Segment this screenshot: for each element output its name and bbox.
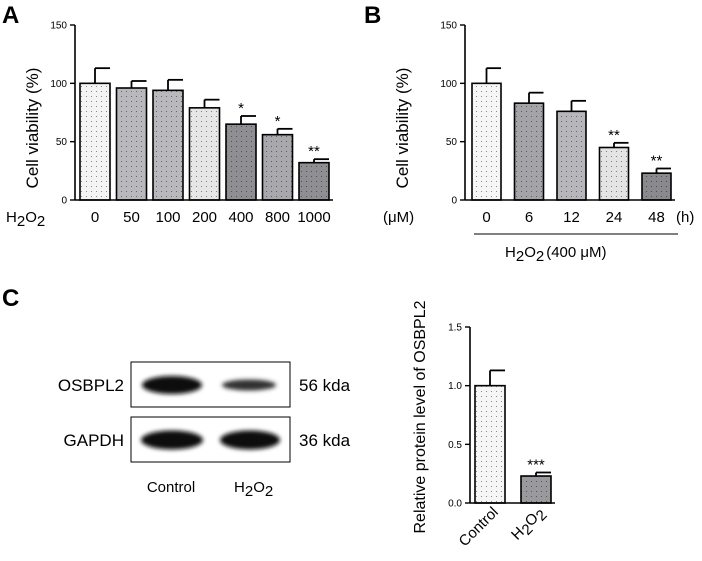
chart-c-ytick-label: 1.5	[448, 323, 462, 334]
chart-a-bar-texture	[153, 90, 183, 200]
chart-b-category-label: 12	[563, 209, 580, 226]
chart-a-xunit: (μM)	[383, 209, 414, 226]
blot-size-osbpl2: 56 kda	[299, 376, 351, 395]
chart-b-significance: **	[608, 127, 620, 144]
panel-letter-a: A	[2, 2, 19, 29]
chart-b-ytick-label: 150	[440, 21, 457, 32]
chart-b-bar-texture	[472, 83, 501, 200]
chart-a-category-label: 200	[192, 209, 217, 226]
chart-c-bar-texture	[475, 385, 505, 503]
chart-b-category-label: 48	[648, 209, 665, 226]
band-osbpl2-h2o2	[222, 379, 276, 391]
band-gapdh-h2o2	[220, 430, 280, 450]
chart-c-cat-h2o2: H2O2	[508, 504, 551, 547]
chart-a-bar-texture	[299, 162, 329, 200]
chart-c: Relative protein level of OSBPL2 0.0 0.5 1…	[412, 300, 555, 550]
chart-c-ylabel: Relative protein level of OSBPL2	[412, 300, 429, 533]
chart-b-ytick-label: 0	[451, 196, 457, 207]
panel-letter-c: C	[2, 285, 19, 312]
chart-a: Cell viability (%) 0 50 100 150 0 50 100 200 * 40…	[6, 21, 414, 231]
chart-b-bar-texture	[642, 173, 671, 200]
chart-c-cat-control: Control	[456, 504, 502, 550]
chart-a-category-label: 0	[91, 209, 99, 226]
chart-c-significance: ***	[527, 456, 545, 473]
western-blot: OSBPL2 GAPDH 56 kda 36 kda Control H2O2	[58, 361, 351, 500]
chart-a-category-label: 1000	[297, 209, 330, 226]
chart-a-xlabel-prefix: H2O2	[6, 209, 45, 230]
chart-c-ytick-label: 0.5	[448, 440, 462, 451]
chart-c-ytick-label: 0.0	[448, 499, 462, 510]
chart-a-bar-texture	[226, 124, 256, 200]
chart-b-bar-texture	[514, 103, 544, 200]
chart-a-bar-texture	[189, 107, 220, 200]
blot-protein-osbpl2: OSBPL2	[58, 376, 124, 395]
chart-b-significance: **	[651, 153, 663, 170]
band-gapdh-control	[141, 430, 203, 450]
panel-letter-b: B	[364, 2, 381, 29]
svg-text:H2O2: H2O2	[6, 209, 45, 230]
chart-c-ytick-label: 1.0	[448, 381, 462, 392]
blot-size-gapdh: 36 kda	[299, 431, 351, 450]
chart-b-category-label: 6	[525, 209, 533, 226]
chart-a-category-label: 400	[228, 209, 253, 226]
chart-a-significance: *	[238, 100, 244, 117]
chart-a-ytick-label: 150	[50, 21, 67, 32]
chart-b-ytick-label: 50	[446, 137, 458, 148]
chart-a-significance: *	[275, 113, 281, 130]
chart-a-bar-texture	[262, 134, 293, 200]
blot-protein-gapdh: GAPDH	[64, 431, 124, 450]
chart-a-bar-texture	[116, 88, 147, 200]
blot-lane-control: Control	[147, 479, 195, 496]
chart-a-ytick-label: 0	[61, 196, 67, 207]
chart-a-category-label: 50	[123, 209, 140, 226]
chart-a-category-label: 800	[265, 209, 290, 226]
chart-b: Cell viability (%) 0 50 100 150 0 6 12 ** 24 ** 48…	[393, 21, 694, 266]
chart-a-significance: **	[308, 143, 320, 160]
chart-b-xunit: (h)	[676, 209, 694, 226]
chart-a-bar-texture	[80, 83, 110, 200]
chart-a-ytick-label: 100	[50, 79, 67, 90]
chart-a-ylabel: Cell viability (%)	[23, 68, 42, 189]
chart-a-category-label: 100	[155, 209, 180, 226]
chart-b-group-label: H2O2 (400 μM)	[505, 244, 607, 265]
blot-lane-h2o2: H2O2	[234, 479, 273, 500]
chart-a-ytick-label: 50	[56, 137, 68, 148]
chart-b-ylabel: Cell viability (%)	[393, 68, 412, 189]
chart-b-ytick-label: 100	[440, 79, 457, 90]
chart-b-bar-texture	[557, 111, 586, 200]
band-osbpl2-control	[142, 376, 202, 394]
chart-b-category-label: 24	[606, 209, 623, 226]
chart-b-bar-texture	[599, 147, 629, 200]
chart-c-bar-texture	[521, 476, 551, 503]
chart-b-category-label: 0	[482, 209, 490, 226]
